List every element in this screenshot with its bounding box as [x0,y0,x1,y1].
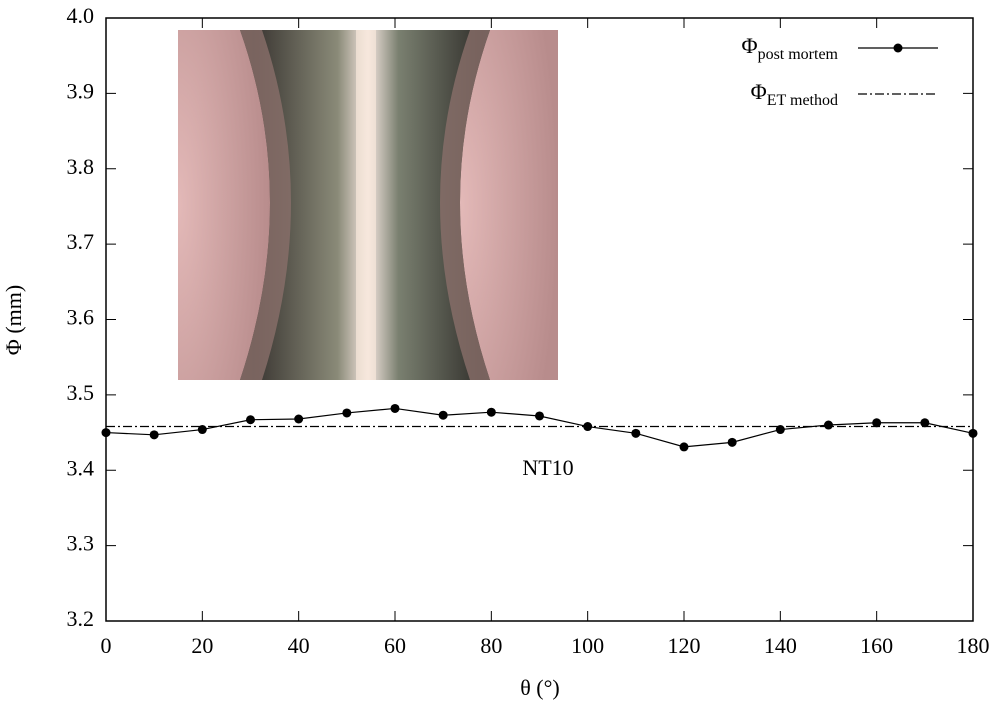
data-point [535,411,544,421]
x-axis-label: θ (°) [520,675,560,700]
x-tick-label: 80 [480,633,502,658]
data-point [872,418,882,428]
x-tick-label: 60 [384,633,406,658]
data-point [438,410,448,420]
x-tick-label: 100 [571,633,604,658]
x-tick-label: 140 [764,633,797,658]
data-point [920,418,930,428]
legend-symbol: Φ [751,79,767,104]
data-point [101,428,111,438]
legend-symbol: Φ [741,33,757,58]
x-tick-label: 160 [860,633,893,658]
data-point [631,428,641,438]
x-tick-label: 40 [288,633,310,658]
y-tick-label: 3.5 [67,380,95,405]
data-point [197,425,207,435]
x-tick-label: 20 [191,633,213,658]
data-point [775,425,785,435]
data-point [727,437,737,447]
data-point [390,403,400,413]
legend-label: Φpost mortem [741,33,838,63]
x-tick-label: 120 [668,633,701,658]
data-point [149,430,159,440]
y-tick-label: 3.4 [67,455,95,480]
y-tick-label: 3.3 [67,531,95,556]
x-tick-label: 0 [101,633,112,658]
y-tick-label: 4.0 [67,3,95,28]
data-point [246,415,255,425]
y-tick-label: 3.9 [67,78,95,103]
y-tick-label: 3.7 [67,229,95,254]
annotation: NT10 [522,455,573,480]
data-point [679,442,689,452]
data-point [824,420,833,430]
data-point [342,408,352,418]
data-point [968,428,978,438]
y-tick-label: 3.8 [67,154,95,179]
y-tick-label: 3.2 [67,606,95,631]
data-point [486,407,496,417]
y-tick-label: 3.6 [67,305,95,330]
legend-subscript: ET method [767,92,838,109]
legend-marker [893,43,903,53]
x-tick-label: 180 [957,633,990,658]
legend-label: ΦET method [751,79,838,109]
data-point [294,414,304,424]
inset-photo [178,30,558,380]
legend-subscript: post mortem [758,46,839,63]
y-axis-label: Φ (mm) [1,285,26,355]
